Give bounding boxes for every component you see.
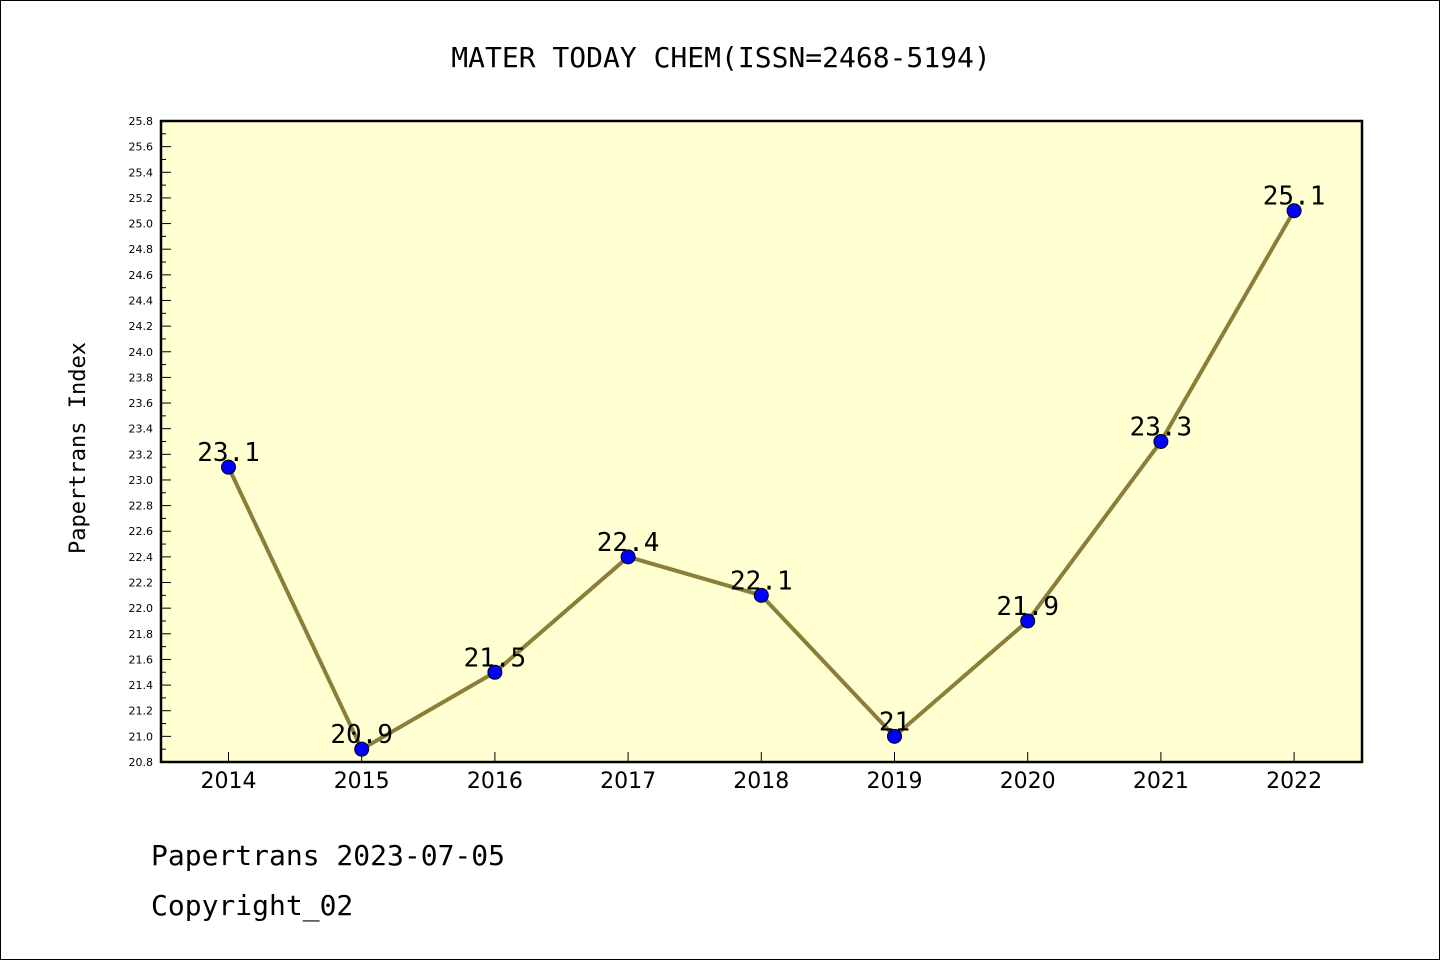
y-tick-label: 21.4 [129, 679, 154, 692]
y-tick-label: 25.6 [129, 141, 154, 154]
y-tick-label: 21.6 [129, 653, 154, 666]
y-tick-label: 21.8 [129, 628, 154, 641]
data-point [1153, 434, 1169, 449]
y-tick-label: 25.4 [129, 166, 154, 179]
y-tick-label: 25.8 [129, 115, 154, 128]
data-point [1020, 613, 1036, 629]
footer-copyright-line: Copyright_02 [151, 889, 353, 923]
x-axis-ticks: 2014 2015 2016 2017 2018 2019 2020 2021 2022 [201, 752, 1322, 794]
y-tick-label: 20.8 [129, 756, 154, 769]
data-point [887, 728, 902, 744]
x-tick-label: 2017 [600, 769, 656, 794]
data-label: 22.1 [730, 566, 793, 596]
data-point [620, 549, 636, 565]
y-tick-label: 23.2 [129, 448, 154, 461]
y-tick-label: 21.2 [129, 705, 154, 718]
data-point [221, 459, 236, 475]
y-tick-label: 25.2 [129, 192, 154, 205]
y-tick-label: 23.6 [129, 397, 154, 410]
y-tick-label: 24.8 [129, 243, 154, 256]
data-point [354, 741, 370, 757]
y-tick-label: 22.8 [129, 500, 154, 513]
y-tick-label: 21.0 [129, 730, 154, 743]
footer-date-line: Papertrans 2023-07-05 [151, 839, 505, 872]
data-label: 21.5 [464, 643, 527, 673]
y-tick-label: 23.0 [129, 474, 154, 487]
data-point [1286, 203, 1302, 219]
data-label: 20.9 [330, 720, 393, 750]
x-tick-label: 2014 [201, 769, 257, 794]
x-tick-label: 2021 [1133, 769, 1189, 794]
data-label: 23.1 [197, 438, 260, 468]
data-label: 25.1 [1263, 182, 1326, 212]
y-axis-ticks: 20.8 21.0 21.2 21.4 21.6 21.8 22.0 22.2 22.4 22.6… [129, 115, 171, 769]
x-tick-label: 2019 [867, 769, 923, 794]
data-point [487, 664, 503, 680]
data-labels: 23.1 20.9 21.5 22.4 22.1 21 21.9 23.3 25.1 [197, 182, 1325, 750]
data-label: 23.3 [1130, 413, 1193, 443]
x-tick-label: 2018 [733, 769, 789, 794]
y-axis-label: Papertrans Index [66, 342, 91, 554]
y-tick-label: 24.4 [129, 294, 154, 307]
y-tick-label: 22.6 [129, 525, 154, 538]
x-tick-label: 2020 [1000, 769, 1056, 794]
x-tick-label: 2016 [467, 769, 523, 794]
series-group [221, 203, 1302, 757]
y-tick-label: 24.6 [129, 269, 154, 282]
y-tick-label: 24.2 [129, 320, 154, 333]
x-tick-label: 2022 [1266, 769, 1322, 794]
y-tick-label: 22.4 [129, 551, 154, 564]
data-label: 21.9 [996, 592, 1059, 622]
data-point [753, 587, 769, 603]
chart-title: MATER TODAY CHEM(ISSN=2468-5194) [451, 41, 990, 74]
y-tick-label: 23.8 [129, 371, 154, 384]
y-tick-label: 25.0 [129, 218, 154, 231]
data-label: 22.4 [597, 528, 660, 558]
y-tick-label: 24.0 [129, 346, 154, 359]
y-tick-label: 23.4 [129, 423, 154, 436]
y-tick-label: 22.0 [129, 602, 154, 615]
y-tick-label: 22.2 [129, 577, 154, 590]
data-label: 21 [879, 707, 910, 737]
x-tick-label: 2015 [334, 769, 390, 794]
